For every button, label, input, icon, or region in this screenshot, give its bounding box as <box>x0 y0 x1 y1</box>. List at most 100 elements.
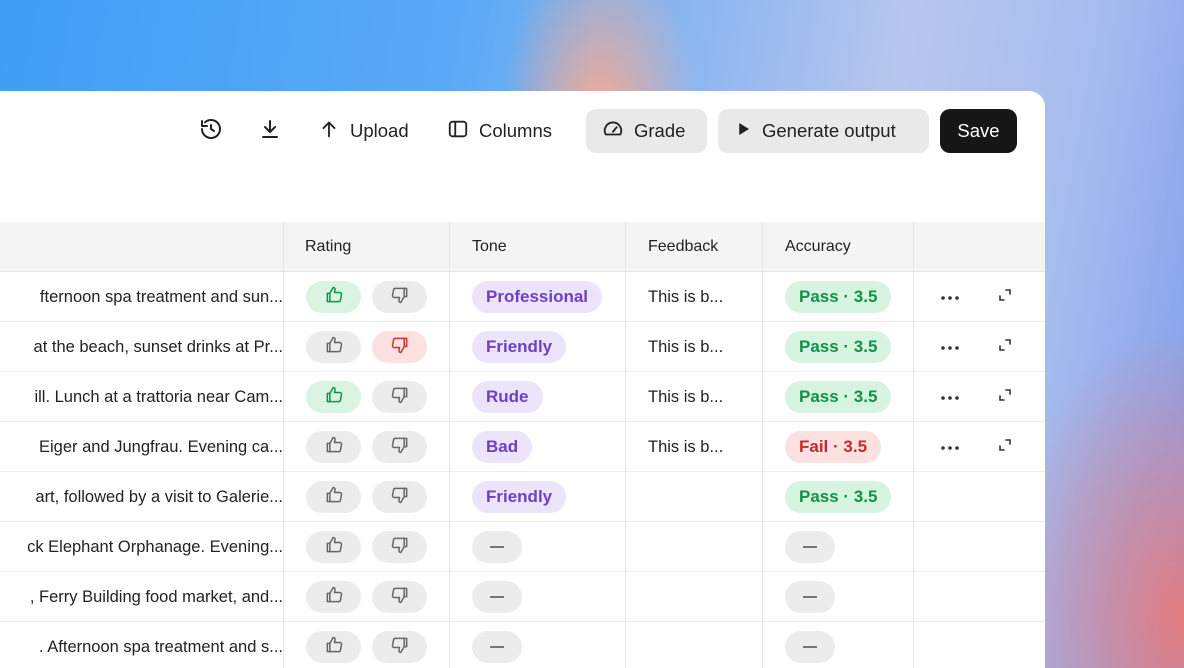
thumbs-up-icon <box>324 335 344 360</box>
accuracy-empty <box>785 531 835 563</box>
generate-output-button[interactable]: Generate output <box>718 109 929 153</box>
table-row[interactable]: ill. Lunch at a trattoria near Cam... Ru… <box>0 372 1045 422</box>
thumbs-down-icon <box>390 335 410 360</box>
accuracy-cell <box>785 572 835 622</box>
thumbs-down-icon <box>390 535 410 560</box>
accuracy-cell: Pass · 3.5 <box>785 472 892 522</box>
tone-cell: Friendly <box>472 322 567 372</box>
expand-row-button[interactable] <box>998 272 1012 322</box>
thumbs-down-icon <box>390 285 410 310</box>
expand-row-button[interactable] <box>998 422 1012 472</box>
table-row[interactable]: . Afternoon spa treatment and s... <box>0 622 1045 668</box>
prompt-cell[interactable]: Eiger and Jungfrau. Evening ca... <box>39 437 283 456</box>
thumbs-down-button[interactable] <box>372 481 427 513</box>
evaluation-panel: Upload Columns Grade Generate output <box>0 91 1045 668</box>
thumbs-down-icon <box>390 485 410 510</box>
save-button[interactable]: Save <box>940 109 1017 153</box>
feedback-cell[interactable]: This is b... <box>648 287 724 306</box>
header-feedback[interactable]: Feedback <box>648 238 719 255</box>
thumbs-down-button[interactable] <box>372 431 427 463</box>
table-row[interactable]: fternoon spa treatment and sun... Profes… <box>0 272 1045 322</box>
table-row[interactable]: ck Elephant Orphanage. Evening... <box>0 522 1045 572</box>
expand-icon <box>998 438 1012 457</box>
accuracy-badge: Pass · 3.5 <box>785 381 892 413</box>
history-icon <box>199 117 223 146</box>
download-button[interactable] <box>258 109 284 153</box>
feedback-cell[interactable]: This is b... <box>648 337 724 356</box>
results-table: Rating Tone Feedback Accuracy fternoon s… <box>0 222 1045 668</box>
thumbs-down-button[interactable] <box>372 281 427 313</box>
history-button[interactable] <box>199 109 225 153</box>
thumbs-up-button[interactable] <box>306 431 361 463</box>
thumbs-down-button[interactable] <box>372 381 427 413</box>
thumbs-down-button[interactable] <box>372 581 427 613</box>
more-options-button[interactable] <box>940 422 960 472</box>
tone-cell <box>472 522 522 572</box>
tone-tag[interactable]: Friendly <box>472 331 567 363</box>
tone-empty[interactable] <box>472 581 522 613</box>
prompt-cell[interactable]: . Afternoon spa treatment and s... <box>39 637 283 656</box>
thumbs-up-button[interactable] <box>306 631 361 663</box>
thumbs-up-button[interactable] <box>306 331 361 363</box>
tone-tag[interactable]: Bad <box>472 431 533 463</box>
thumbs-up-icon <box>324 435 344 460</box>
thumbs-down-button[interactable] <box>372 631 427 663</box>
thumbs-up-button[interactable] <box>306 381 361 413</box>
expand-row-button[interactable] <box>998 322 1012 372</box>
tone-tag[interactable]: Rude <box>472 381 543 413</box>
more-options-button[interactable] <box>940 322 960 372</box>
thumbs-up-icon <box>324 585 344 610</box>
tone-cell: Professional <box>472 272 603 322</box>
play-icon <box>734 120 752 143</box>
thumbs-up-button[interactable] <box>306 281 361 313</box>
prompt-cell[interactable]: , Ferry Building food market, and... <box>29 587 283 606</box>
feedback-cell[interactable]: This is b... <box>648 437 724 456</box>
more-icon <box>940 388 960 406</box>
thumbs-up-button[interactable] <box>306 581 361 613</box>
thumbs-up-button[interactable] <box>306 481 361 513</box>
tone-cell: Friendly <box>472 472 567 522</box>
table-row[interactable]: art, followed by a visit to Galerie... F… <box>0 472 1045 522</box>
thumbs-down-button[interactable] <box>372 531 427 563</box>
table-row[interactable]: , Ferry Building food market, and... <box>0 572 1045 622</box>
tone-tag[interactable]: Friendly <box>472 481 567 513</box>
thumbs-down-button[interactable] <box>372 331 427 363</box>
prompt-cell[interactable]: fternoon spa treatment and sun... <box>39 287 283 306</box>
table-header: Rating Tone Feedback Accuracy <box>0 222 1045 272</box>
feedback-cell[interactable]: This is b... <box>648 387 724 406</box>
thumbs-up-button[interactable] <box>306 531 361 563</box>
prompt-cell[interactable]: art, followed by a visit to Galerie... <box>35 487 283 506</box>
accuracy-badge: Pass · 3.5 <box>785 331 892 363</box>
header-accuracy[interactable]: Accuracy <box>785 238 851 255</box>
more-options-button[interactable] <box>940 372 960 422</box>
thumbs-up-icon <box>324 385 344 410</box>
prompt-cell[interactable]: at the beach, sunset drinks at Pr... <box>33 337 283 356</box>
thumbs-up-icon <box>324 635 344 660</box>
prompt-cell[interactable]: ill. Lunch at a trattoria near Cam... <box>34 387 283 406</box>
column-divider <box>762 222 763 668</box>
column-divider <box>449 222 450 668</box>
thumbs-down-icon <box>390 385 410 410</box>
expand-row-button[interactable] <box>998 372 1012 422</box>
tone-empty[interactable] <box>472 531 522 563</box>
accuracy-badge: Pass · 3.5 <box>785 481 892 513</box>
tone-tag[interactable]: Professional <box>472 281 603 313</box>
prompt-cell[interactable]: ck Elephant Orphanage. Evening... <box>27 537 283 556</box>
thumbs-up-icon <box>324 535 344 560</box>
upload-button[interactable]: Upload <box>318 109 409 153</box>
more-options-button[interactable] <box>940 272 960 322</box>
header-tone[interactable]: Tone <box>472 238 507 255</box>
columns-button[interactable]: Columns <box>447 109 552 153</box>
accuracy-empty <box>785 631 835 663</box>
accuracy-empty <box>785 581 835 613</box>
save-label: Save <box>957 120 1000 141</box>
dash-icon <box>490 546 504 548</box>
table-row[interactable]: at the beach, sunset drinks at Pr... Fri… <box>0 322 1045 372</box>
grade-button[interactable]: Grade <box>586 109 707 153</box>
table-row[interactable]: Eiger and Jungfrau. Evening ca... Bad Th… <box>0 422 1045 472</box>
accuracy-cell: Pass · 3.5 <box>785 372 892 422</box>
tone-empty[interactable] <box>472 631 522 663</box>
expand-icon <box>998 338 1012 357</box>
header-rating[interactable]: Rating <box>305 238 352 255</box>
download-icon <box>258 117 282 146</box>
